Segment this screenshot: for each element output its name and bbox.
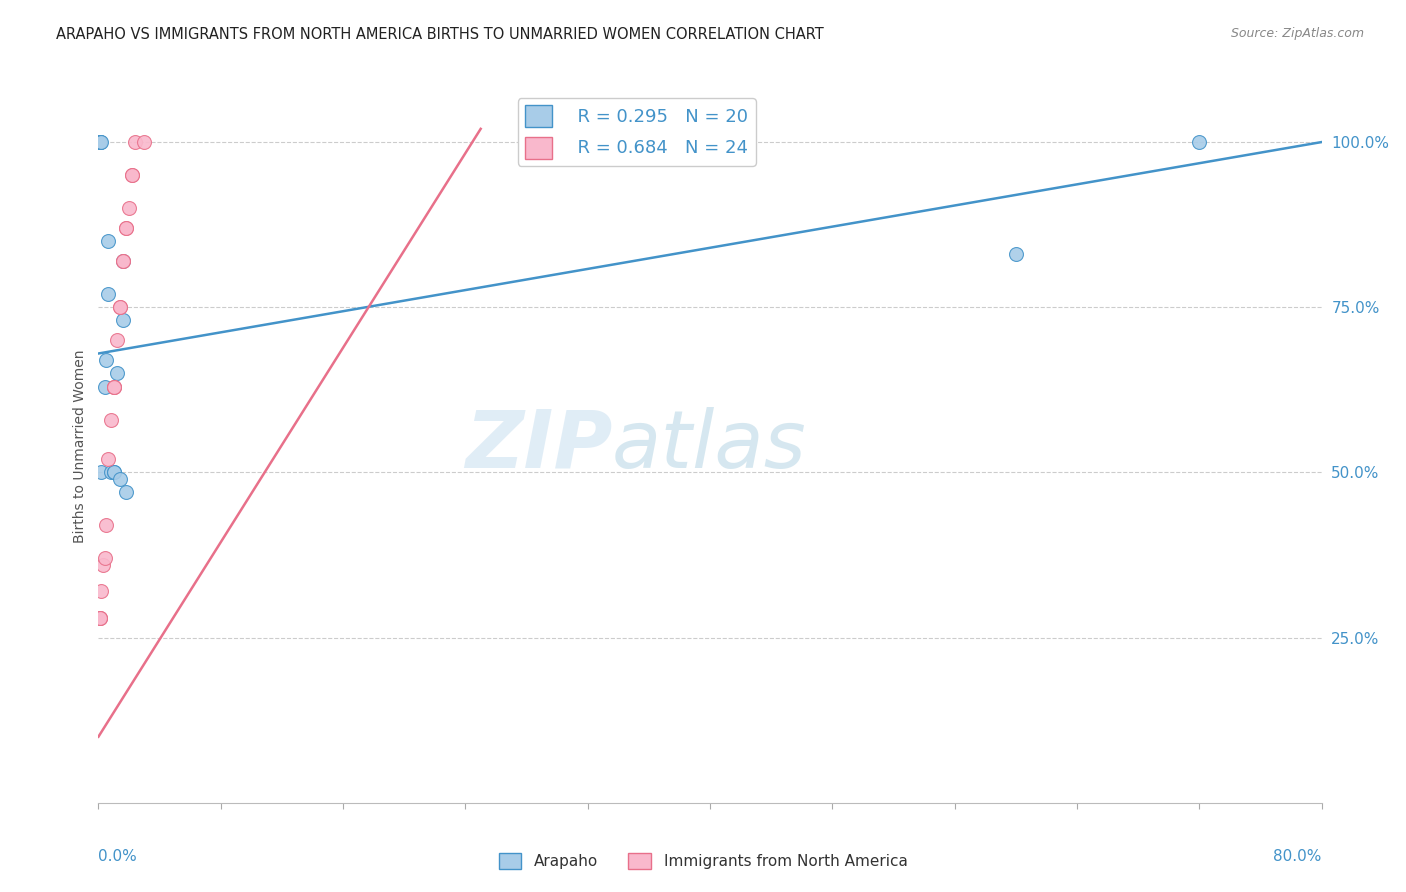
Text: ARAPAHO VS IMMIGRANTS FROM NORTH AMERICA BIRTHS TO UNMARRIED WOMEN CORRELATION C: ARAPAHO VS IMMIGRANTS FROM NORTH AMERICA…	[56, 27, 824, 42]
Point	[124, 135, 146, 149]
Point	[111, 254, 134, 268]
Point	[105, 367, 128, 381]
Point	[118, 201, 141, 215]
Text: 80.0%: 80.0%	[1274, 849, 1322, 864]
Text: atlas: atlas	[612, 407, 807, 485]
Point	[1188, 135, 1211, 149]
Point	[103, 379, 125, 393]
Point	[91, 558, 114, 572]
Legend:   R = 0.295   N = 20,   R = 0.684   N = 24: R = 0.295 N = 20, R = 0.684 N = 24	[517, 98, 755, 166]
Point	[89, 611, 111, 625]
Point	[93, 379, 115, 393]
Point	[90, 584, 112, 599]
Point	[115, 221, 138, 235]
Text: ZIP: ZIP	[465, 407, 612, 485]
Point	[115, 221, 138, 235]
Point	[115, 485, 138, 500]
Point	[90, 135, 112, 149]
Point	[100, 412, 122, 426]
Point	[111, 313, 134, 327]
Point	[90, 466, 112, 480]
Point	[89, 135, 111, 149]
Point	[89, 135, 111, 149]
Point	[121, 168, 143, 182]
Point	[105, 333, 128, 347]
Point	[134, 135, 156, 149]
Point	[111, 254, 134, 268]
Point	[89, 135, 111, 149]
Point	[111, 254, 134, 268]
Text: 0.0%: 0.0%	[98, 849, 138, 864]
Y-axis label: Births to Unmarried Women: Births to Unmarried Women	[73, 350, 87, 542]
Text: Source: ZipAtlas.com: Source: ZipAtlas.com	[1230, 27, 1364, 40]
Point	[108, 300, 131, 314]
Point	[103, 466, 125, 480]
Point	[89, 611, 111, 625]
Point	[89, 611, 111, 625]
Point	[1004, 247, 1026, 261]
Point	[89, 135, 111, 149]
Point	[97, 287, 120, 301]
Point	[103, 466, 125, 480]
Point	[100, 466, 122, 480]
Legend: Arapaho, Immigrants from North America: Arapaho, Immigrants from North America	[492, 847, 914, 875]
Point	[94, 353, 117, 368]
Point	[121, 168, 143, 182]
Point	[97, 234, 120, 248]
Point	[94, 518, 117, 533]
Point	[93, 551, 115, 566]
Point	[108, 472, 131, 486]
Point	[97, 452, 120, 467]
Point	[103, 379, 125, 393]
Point	[108, 300, 131, 314]
Point	[103, 379, 125, 393]
